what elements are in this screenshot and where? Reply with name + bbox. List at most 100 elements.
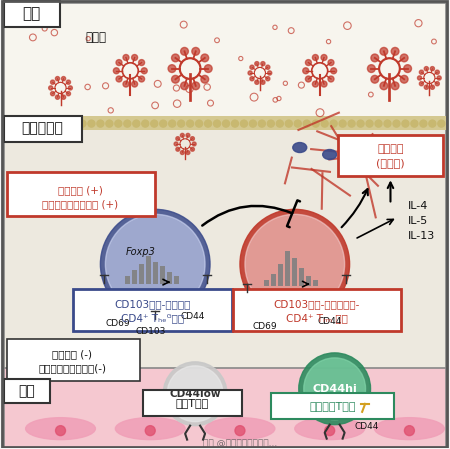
Circle shape: [418, 76, 422, 80]
Circle shape: [268, 71, 272, 75]
Circle shape: [250, 77, 254, 81]
Circle shape: [55, 95, 59, 99]
Circle shape: [245, 214, 345, 314]
Circle shape: [50, 92, 55, 96]
Circle shape: [391, 48, 399, 55]
Circle shape: [105, 214, 205, 314]
Circle shape: [139, 76, 144, 82]
Circle shape: [371, 54, 379, 62]
Bar: [166, 272, 171, 284]
Circle shape: [16, 120, 23, 127]
Circle shape: [50, 80, 55, 84]
Circle shape: [171, 75, 179, 83]
Circle shape: [250, 65, 254, 69]
Text: CD103阴性-诱导纤维化-
CD4⁺ Tᵣₘ 细胞: CD103阴性-诱导纤维化- CD4⁺ Tᵣₘ 细胞: [274, 299, 360, 323]
FancyBboxPatch shape: [73, 289, 232, 331]
Circle shape: [174, 142, 178, 146]
Circle shape: [306, 76, 311, 82]
Circle shape: [312, 120, 319, 127]
Bar: [299, 268, 304, 286]
FancyBboxPatch shape: [7, 172, 155, 216]
FancyBboxPatch shape: [4, 3, 446, 118]
Text: 肺实质组织: 肺实质组织: [22, 122, 63, 136]
Bar: [146, 256, 151, 284]
Bar: [279, 264, 284, 286]
Bar: [160, 266, 165, 284]
Circle shape: [321, 120, 328, 127]
Circle shape: [328, 76, 334, 82]
Circle shape: [115, 120, 122, 127]
Circle shape: [429, 120, 436, 127]
FancyBboxPatch shape: [4, 379, 50, 403]
Circle shape: [133, 120, 140, 127]
Circle shape: [196, 120, 202, 127]
Text: Foxp3: Foxp3: [126, 247, 155, 257]
Circle shape: [180, 150, 184, 154]
Circle shape: [328, 60, 334, 66]
FancyBboxPatch shape: [233, 289, 401, 331]
Text: 组织常驻 (-)
表达纤维化相关基因(-): 组织常驻 (-) 表达纤维化相关基因(-): [39, 349, 107, 373]
Circle shape: [151, 120, 157, 127]
Text: 组织常驻 (+)
表达纤维化相关基因 (+): 组织常驻 (+) 表达纤维化相关基因 (+): [42, 185, 118, 209]
Circle shape: [131, 54, 138, 61]
Text: CD69: CD69: [252, 322, 277, 331]
Circle shape: [66, 92, 71, 96]
Circle shape: [235, 426, 245, 436]
Circle shape: [437, 76, 441, 80]
Circle shape: [190, 147, 194, 151]
Circle shape: [430, 85, 434, 89]
Circle shape: [375, 120, 382, 127]
Circle shape: [201, 75, 209, 83]
Bar: [265, 280, 270, 286]
Bar: [132, 270, 137, 284]
Circle shape: [180, 82, 189, 90]
Circle shape: [294, 120, 301, 127]
Text: 效应记忆T细胞: 效应记忆T细胞: [310, 401, 356, 411]
Circle shape: [141, 68, 147, 74]
Circle shape: [248, 71, 252, 75]
Circle shape: [261, 80, 265, 84]
Circle shape: [371, 75, 379, 83]
Ellipse shape: [295, 418, 364, 440]
Circle shape: [400, 54, 408, 62]
Circle shape: [167, 366, 223, 422]
Circle shape: [435, 82, 439, 86]
Circle shape: [192, 48, 200, 55]
Circle shape: [255, 62, 259, 66]
Circle shape: [266, 77, 270, 81]
Circle shape: [438, 120, 445, 127]
Circle shape: [62, 76, 66, 81]
Circle shape: [205, 120, 211, 127]
Circle shape: [402, 120, 409, 127]
Circle shape: [61, 120, 68, 127]
Ellipse shape: [293, 142, 307, 153]
Circle shape: [420, 120, 427, 127]
Text: 曲霉菌: 曲霉菌: [85, 31, 106, 44]
Circle shape: [368, 65, 375, 72]
Circle shape: [393, 120, 400, 127]
Circle shape: [180, 133, 184, 137]
FancyBboxPatch shape: [7, 339, 140, 381]
Bar: [125, 276, 130, 284]
Circle shape: [70, 120, 77, 127]
Circle shape: [303, 68, 309, 74]
Circle shape: [178, 120, 184, 127]
Circle shape: [88, 120, 95, 127]
Circle shape: [266, 65, 270, 69]
Circle shape: [366, 120, 373, 127]
Ellipse shape: [26, 418, 95, 440]
Circle shape: [52, 120, 59, 127]
Text: CD103阳性-组织常驻
CD4⁺ Tₕₑᴳ细胞: CD103阳性-组织常驻 CD4⁺ Tₕₑᴳ细胞: [114, 299, 190, 323]
Bar: [313, 280, 318, 286]
Circle shape: [404, 65, 411, 72]
Circle shape: [321, 54, 327, 61]
Circle shape: [285, 120, 292, 127]
FancyBboxPatch shape: [4, 1, 59, 27]
FancyBboxPatch shape: [143, 390, 242, 416]
FancyBboxPatch shape: [4, 368, 446, 448]
Circle shape: [201, 54, 209, 62]
Text: IL-4
IL-5
IL-13: IL-4 IL-5 IL-13: [407, 202, 435, 241]
Circle shape: [419, 82, 423, 86]
Bar: [153, 262, 158, 284]
Text: 初始T细胞: 初始T细胞: [176, 398, 209, 408]
